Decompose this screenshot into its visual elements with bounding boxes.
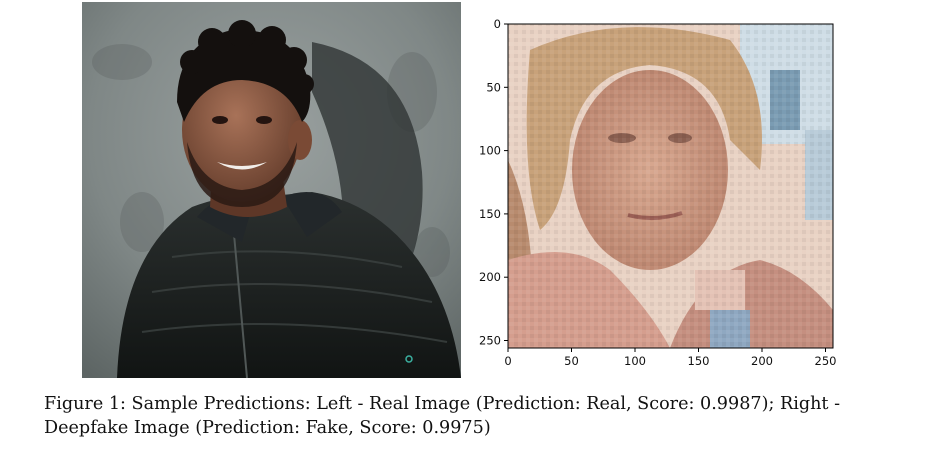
- figure-caption: Figure 1: Sample Predictions: Left - Rea…: [44, 394, 841, 438]
- y-tick-label: 100: [479, 144, 501, 158]
- y-tick-label: 250: [479, 334, 501, 348]
- x-tick-label: 0: [504, 354, 511, 368]
- x-tick-label: 50: [564, 354, 579, 368]
- y-tick-label: 50: [486, 80, 501, 94]
- y-tick-label: 0: [494, 17, 501, 31]
- y-axis: [504, 23, 508, 341]
- x-tick-label: 100: [624, 354, 646, 368]
- y-tick-label: 150: [479, 207, 501, 221]
- x-axis: [507, 348, 826, 352]
- deepfake-image: [508, 24, 833, 348]
- x-tick-label: 150: [688, 354, 710, 368]
- x-tick-label: 200: [751, 354, 773, 368]
- deepfake-image-plot: 0 50 100 150 200 250 0 50 100 150 200 25…: [479, 17, 837, 368]
- x-tick-label: 250: [815, 354, 837, 368]
- real-image: [82, 2, 461, 378]
- y-tick-label: 200: [479, 270, 501, 284]
